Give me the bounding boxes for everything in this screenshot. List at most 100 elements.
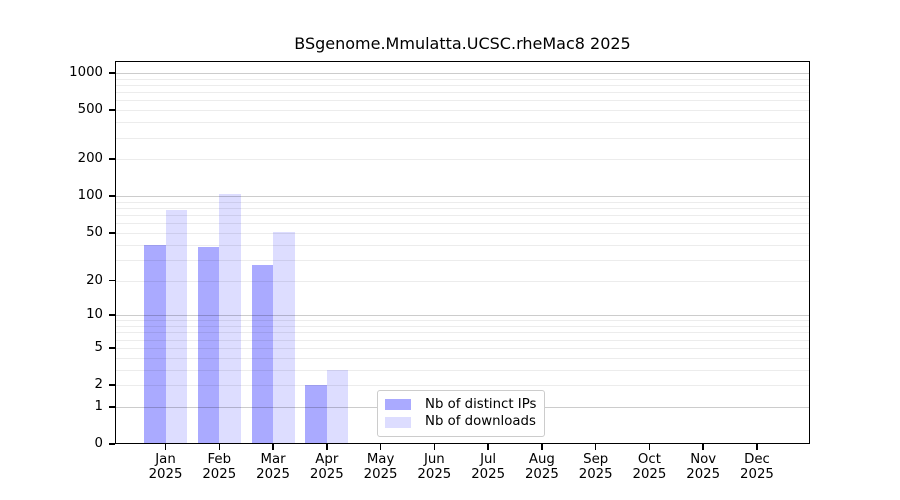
- y-tick-mark: [109, 347, 115, 349]
- gridline-minor: [115, 232, 810, 234]
- x-tick-year: 2025: [417, 467, 452, 482]
- x-tick-label: Jan 2025: [131, 452, 201, 482]
- legend-swatch-downloads: [385, 416, 411, 428]
- gridline-minor: [115, 357, 810, 359]
- y-tick-mark: [109, 279, 115, 282]
- gridline-minor: [115, 78, 810, 80]
- x-tick-month: May: [366, 452, 395, 467]
- legend-row: Nb of downloads: [385, 414, 536, 432]
- gridline-major: [115, 72, 810, 74]
- x-tick-label: Sep 2025: [561, 452, 631, 482]
- bar-downloads-apr: [326, 369, 349, 444]
- gridline-minor: [115, 215, 810, 217]
- x-tick-mark: [648, 444, 651, 450]
- x-tick-mark: [594, 444, 597, 450]
- legend: Nb of distinct IPs Nb of downloads: [377, 390, 545, 437]
- gridline-minor: [115, 259, 810, 261]
- x-tick-label: Apr 2025: [292, 452, 362, 482]
- bar-distinct-ips-feb: [197, 247, 220, 444]
- gridline-minor: [115, 326, 810, 327]
- x-tick-mark: [756, 444, 758, 450]
- y-tick-mark: [109, 384, 115, 386]
- x-tick-month: Jun: [423, 452, 445, 467]
- x-tick-label: Nov 2025: [668, 452, 738, 482]
- y-tick-mark: [109, 406, 115, 408]
- gridline-minor: [115, 347, 810, 349]
- plot-area: Nb of distinct IPs Nb of downloads: [109, 61, 810, 450]
- gridline-minor: [115, 92, 810, 94]
- x-tick-label: May 2025: [346, 452, 416, 482]
- x-tick-month: Feb: [207, 452, 232, 467]
- gridline-major: [115, 315, 810, 317]
- y-tick-label: 20: [86, 272, 103, 288]
- x-tick-label: Oct 2025: [614, 452, 684, 482]
- gridline-minor: [115, 280, 810, 282]
- x-tick-month: Mar: [260, 452, 286, 467]
- gridline-minor: [115, 137, 810, 139]
- x-tick-month: Nov: [690, 452, 717, 467]
- gridline-minor: [115, 369, 810, 371]
- x-tick-label: Aug 2025: [507, 452, 577, 482]
- gridline-minor: [115, 223, 810, 225]
- x-tick-month: Dec: [744, 452, 770, 467]
- x-tick-year: 2025: [309, 467, 344, 482]
- y-tick-label: 0: [94, 436, 103, 451]
- x-tick-month: Jul: [480, 452, 497, 467]
- y-tick-label: 200: [77, 151, 103, 167]
- gridline-minor: [115, 320, 810, 322]
- x-tick-mark: [218, 444, 221, 450]
- y-tick-mark: [109, 158, 115, 160]
- bar-downloads-jan: [165, 210, 187, 444]
- gridline-minor: [115, 208, 810, 210]
- x-tick-mark: [326, 444, 328, 450]
- x-tick-year: 2025: [578, 467, 613, 482]
- x-tick-mark: [541, 444, 543, 450]
- legend-row: Nb of distinct IPs: [385, 396, 536, 414]
- y-tick-label: 100: [77, 188, 103, 204]
- x-tick-year: 2025: [524, 467, 559, 482]
- y-tick-label: 5: [94, 339, 103, 355]
- x-tick-mark: [702, 444, 704, 450]
- x-tick-label: Jul 2025: [453, 452, 523, 482]
- x-tick-year: 2025: [202, 467, 237, 482]
- x-tick-mark: [272, 444, 274, 450]
- gridline-minor: [115, 244, 810, 246]
- x-tick-year: 2025: [148, 467, 183, 482]
- x-tick-month: Sep: [583, 452, 609, 467]
- x-tick-year: 2025: [740, 467, 774, 482]
- x-tick-year: 2025: [686, 467, 721, 482]
- y-tick-mark: [109, 443, 115, 445]
- x-tick-year: 2025: [471, 467, 506, 482]
- x-tick-year: 2025: [256, 467, 290, 482]
- y-tick-mark: [109, 109, 115, 111]
- x-tick-label: Mar 2025: [238, 452, 308, 482]
- y-tick-label: 10: [86, 307, 103, 323]
- y-tick-label: 1: [94, 398, 103, 414]
- bar-distinct-ips-mar: [251, 265, 274, 444]
- gridline-minor: [115, 159, 810, 161]
- y-tick-mark: [109, 195, 115, 197]
- bar-distinct-ips-jan: [144, 244, 166, 444]
- x-tick-mark: [379, 444, 382, 450]
- y-tick-label: 1000: [69, 64, 103, 80]
- gridline-minor: [115, 110, 810, 112]
- legend-label: Nb of downloads: [425, 414, 536, 430]
- x-tick-label: Jun 2025: [399, 452, 469, 482]
- gridline-minor: [115, 100, 810, 102]
- x-tick-month: Apr: [315, 452, 339, 467]
- y-tick-mark: [109, 232, 115, 234]
- gridline-major: [115, 196, 810, 198]
- x-tick-year: 2025: [363, 467, 398, 482]
- x-tick-label: Dec 2025: [722, 452, 792, 482]
- x-tick-mark: [487, 444, 489, 450]
- y-tick-label: 2: [94, 377, 103, 392]
- y-tick-label: 50: [86, 224, 103, 240]
- y-tick-label: 500: [77, 102, 103, 118]
- x-tick-month: Aug: [528, 452, 555, 467]
- bar-distinct-ips-apr: [305, 385, 327, 444]
- bar-downloads-mar: [273, 231, 295, 444]
- x-tick-label: Feb 2025: [184, 452, 254, 482]
- legend-label: Nb of distinct IPs: [425, 396, 537, 412]
- legend-swatch-distinct-ips: [385, 399, 411, 411]
